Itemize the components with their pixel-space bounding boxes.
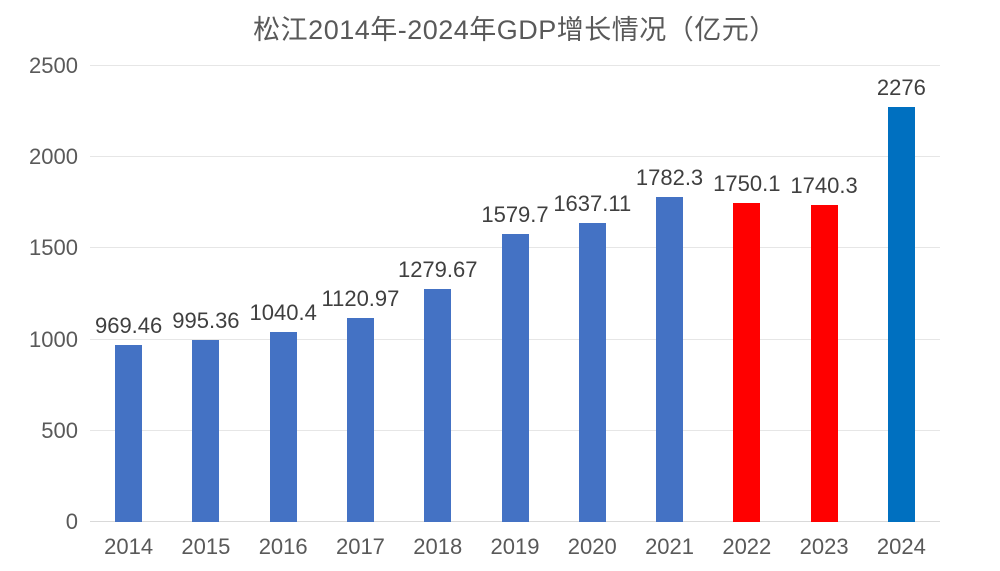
x-tick-label-2018: 2018 [413, 534, 463, 559]
bar-value-label-2022: 1750.1 [713, 170, 781, 196]
y-axis: 0 500 1000 1500 2000 2500 [0, 53, 78, 534]
bar-2019 [501, 233, 529, 522]
bar-value-label-2021: 1782.3 [635, 164, 704, 190]
x-tick-label-2017: 2017 [335, 534, 385, 559]
bar-value-label-2017: 1120.97 [321, 285, 400, 311]
bar-value-label-2016: 1040.4 [249, 300, 317, 326]
y-tick-label-2000: 2000 [29, 144, 78, 170]
bar-2022 [733, 202, 761, 522]
x-tick-label-2016: 2016 [258, 534, 308, 559]
gridline-2500 [90, 65, 940, 66]
bar-value-label-2018: 1279.67 [397, 256, 478, 282]
bar-2014 [115, 345, 143, 522]
bar-2018 [424, 288, 452, 522]
plot-area: 969.46 995.36 1040.4 1120.97 1279.67 1579.7 16… [90, 65, 940, 522]
x-tick-label-2020: 2020 [567, 534, 617, 559]
x-tick-label-2022: 2022 [722, 534, 772, 559]
y-tick-label-1500: 1500 [29, 235, 78, 261]
x-tick-label-2023: 2023 [799, 534, 849, 559]
bar-2024 [887, 106, 915, 522]
chart-title: 松江2014年-2024年GDP增长情况（亿元） [253, 15, 777, 45]
bar-value-label-2015: 995.36 [172, 308, 240, 334]
x-axis: 2014 2015 2016 2017 2018 2019 2020 2021 2022 2023… [90, 530, 940, 564]
bar-2021 [656, 196, 684, 522]
bar-2023 [810, 204, 838, 522]
bar-value-label-2024: 2276 [876, 74, 926, 100]
y-tick-label-0: 0 [65, 509, 78, 534]
gridline-2000 [90, 156, 940, 158]
y-tick-label-2500: 2500 [29, 53, 78, 78]
bar-value-label-2014: 969.46 [94, 313, 163, 339]
bar-2016 [269, 332, 297, 522]
x-tick-label-2015: 2015 [181, 534, 231, 559]
x-tick-label-2014: 2014 [104, 534, 154, 559]
x-tick-label-2021: 2021 [645, 534, 695, 559]
y-tick-label-500: 500 [41, 417, 78, 443]
y-tick-label-1000: 1000 [29, 326, 78, 352]
bar-2020 [578, 223, 606, 522]
bar-value-label-2023: 1740.3 [790, 172, 858, 198]
x-tick-label-2024: 2024 [876, 534, 926, 559]
bar-value-label-2019: 1579.7 [481, 201, 549, 227]
x-tick-label-2019: 2019 [490, 534, 540, 559]
bar-2015 [192, 340, 220, 522]
bar-value-label-2020: 1637.11 [553, 191, 632, 217]
bar-2017 [346, 317, 374, 522]
